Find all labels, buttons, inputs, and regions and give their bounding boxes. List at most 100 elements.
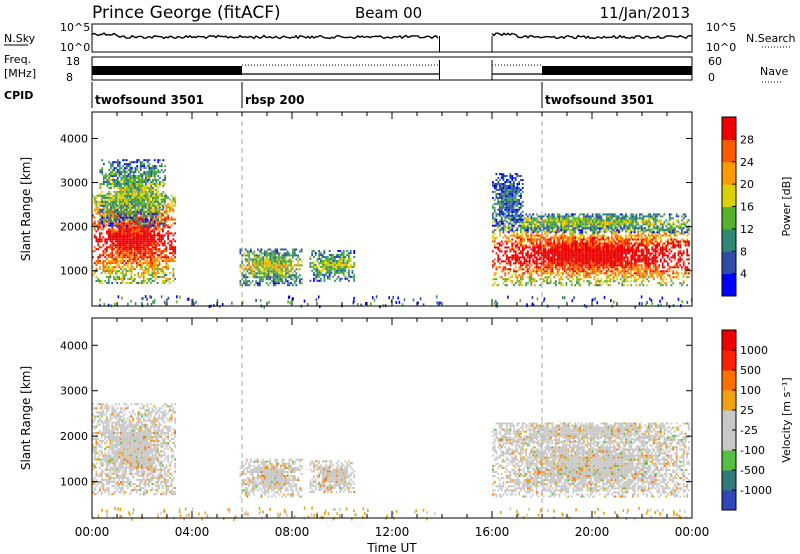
power-cell <box>130 266 133 269</box>
power-cell <box>595 284 598 287</box>
power-cell <box>586 254 589 257</box>
power-cell <box>148 244 150 247</box>
power-cell <box>632 248 634 251</box>
power-cell <box>637 268 640 271</box>
power-cell <box>570 244 573 247</box>
power-cell <box>100 232 103 235</box>
power-cell <box>99 224 101 227</box>
power-cell <box>138 187 140 189</box>
power-cell <box>155 258 157 261</box>
power-cell <box>647 268 650 271</box>
power-cell <box>558 246 561 249</box>
power-cell <box>251 264 254 267</box>
power-cell <box>323 261 326 264</box>
power-cell <box>109 248 112 251</box>
power-cell <box>113 173 116 176</box>
power-cell <box>141 210 144 213</box>
power-cell <box>272 268 275 271</box>
power-cell <box>134 280 136 282</box>
power-cell <box>152 167 154 170</box>
power-cell <box>611 248 613 251</box>
power-cell <box>279 272 282 275</box>
power-cell <box>334 257 336 260</box>
power-cell <box>115 183 118 185</box>
power-cell <box>155 218 158 221</box>
power-cell <box>167 218 169 221</box>
power-cell <box>591 262 594 265</box>
power-cell <box>514 274 517 277</box>
power-cell <box>285 280 287 283</box>
power-cell <box>146 171 149 174</box>
power-cell <box>576 262 578 265</box>
power-cell <box>139 187 142 189</box>
power-cell <box>625 256 627 259</box>
power-cell <box>272 260 275 263</box>
power-cell <box>138 159 140 162</box>
power-cell <box>157 169 160 172</box>
power-cell <box>104 256 107 259</box>
power-cell <box>110 179 112 181</box>
freq-tick-bottom: 8 <box>66 71 73 84</box>
power-cell <box>101 200 104 203</box>
power-cell <box>255 280 258 283</box>
power-cell <box>513 250 515 253</box>
power-cell <box>513 258 515 261</box>
power-cell <box>151 228 154 231</box>
power-cell <box>131 175 133 177</box>
power-cell <box>290 264 293 267</box>
power-cell <box>577 282 580 285</box>
power-cell <box>595 254 598 257</box>
power-cell <box>609 266 612 269</box>
power-cell <box>246 264 249 267</box>
power-cell <box>570 280 573 283</box>
power-cell <box>646 278 648 281</box>
power-cell <box>134 226 136 229</box>
power-cell <box>576 256 578 259</box>
power-cell <box>577 242 580 245</box>
power-cell <box>170 246 173 249</box>
power-cell <box>656 268 659 271</box>
power-cell <box>607 268 610 271</box>
power-cell <box>174 204 176 207</box>
power-cell <box>292 268 294 271</box>
power-cell <box>153 208 156 211</box>
power-cell <box>542 278 545 281</box>
power-cell <box>131 161 133 164</box>
power-cell <box>106 246 108 249</box>
power-cell <box>104 181 107 183</box>
power-cell <box>590 264 592 267</box>
power-cell <box>117 171 119 174</box>
power-cell <box>667 244 669 247</box>
power-cell <box>647 258 650 261</box>
power-cell <box>353 277 356 280</box>
power-cell <box>523 272 526 275</box>
power-cell <box>95 276 98 278</box>
power-cell <box>625 242 627 245</box>
power-cell <box>139 236 142 239</box>
power-cell <box>327 259 329 262</box>
power-cell <box>649 268 652 271</box>
power-cell <box>113 206 116 209</box>
power-cell <box>525 226 528 229</box>
power-cell <box>518 246 521 249</box>
power-cell <box>504 266 507 269</box>
power-cell <box>156 264 159 267</box>
power-cell <box>293 276 296 279</box>
power-cell <box>170 224 173 227</box>
power-cell <box>544 266 547 269</box>
power-cell <box>614 252 617 255</box>
power-cell <box>143 220 146 223</box>
power-cell <box>137 216 140 219</box>
power-cell <box>663 230 666 233</box>
power-cell <box>111 240 114 243</box>
power-cell <box>269 278 272 281</box>
power-cell <box>630 268 633 271</box>
power-cell <box>590 250 592 253</box>
power-cell <box>104 198 107 201</box>
nave-tick-bottom: 0 <box>708 71 715 84</box>
power-cell <box>548 250 550 253</box>
power-cell <box>239 284 242 287</box>
power-cell <box>530 252 533 255</box>
power-cell <box>542 272 545 275</box>
power-cell <box>125 224 128 227</box>
